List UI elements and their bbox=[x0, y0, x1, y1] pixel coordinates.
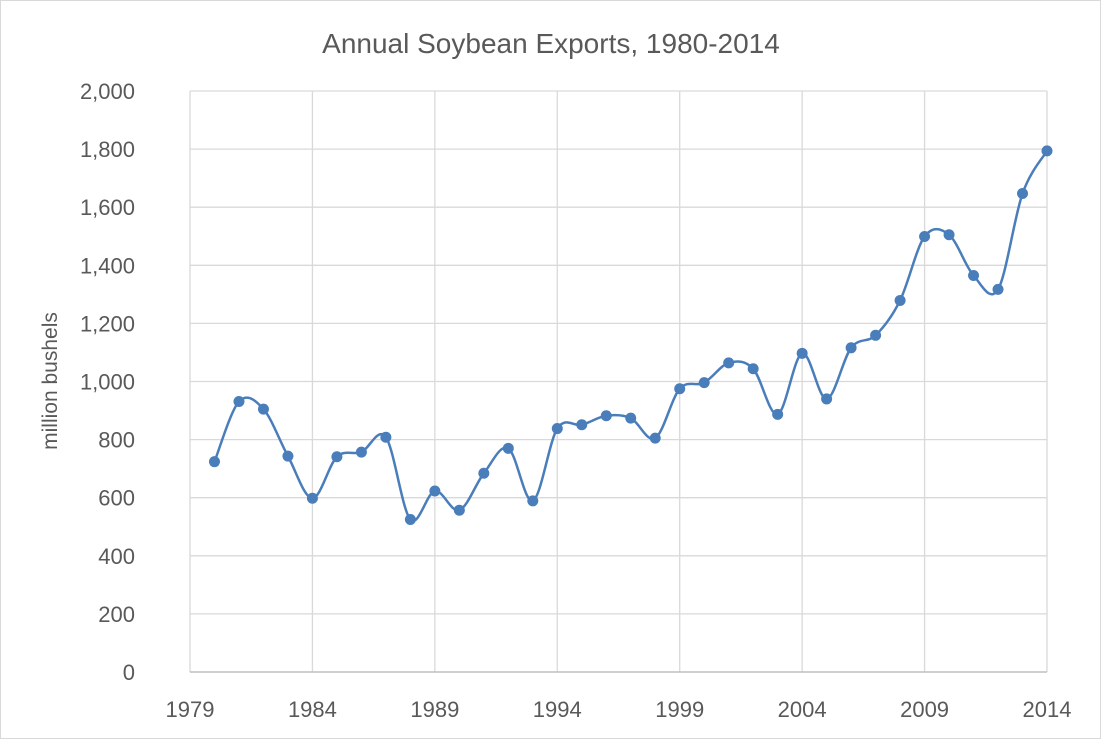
x-tick-label: 1984 bbox=[288, 697, 337, 722]
data-point bbox=[453, 504, 465, 516]
data-point bbox=[208, 456, 220, 468]
y-axis-ticks: 0 200 400 600 800 1,000 1,200 1,400 1,600 1,800 2,… bbox=[80, 79, 135, 685]
data-point bbox=[380, 431, 392, 443]
data-point bbox=[649, 432, 661, 444]
x-axis-ticks: 1979 1984 1989 1994 1999 2004 2009 2014 bbox=[166, 697, 1072, 722]
data-point bbox=[625, 412, 637, 424]
data-point bbox=[674, 383, 686, 395]
y-tick-label: 200 bbox=[98, 602, 135, 627]
data-point bbox=[1041, 145, 1053, 157]
y-axis-title: million bushels bbox=[39, 312, 62, 450]
data-point bbox=[968, 269, 980, 281]
data-point bbox=[943, 229, 955, 241]
grid-lines bbox=[189, 90, 1048, 672]
x-tick-label: 1989 bbox=[410, 697, 459, 722]
y-tick-label: 0 bbox=[123, 660, 135, 685]
data-point bbox=[478, 467, 490, 479]
y-tick-label: 2,000 bbox=[80, 79, 135, 104]
y-tick-label: 800 bbox=[98, 428, 135, 453]
data-point bbox=[772, 408, 784, 420]
chart-title: Annual Soybean Exports, 1980-2014 bbox=[322, 28, 780, 59]
data-point bbox=[576, 419, 588, 431]
data-point bbox=[502, 442, 514, 454]
y-tick-label: 1,400 bbox=[80, 253, 135, 278]
x-tick-label: 1999 bbox=[655, 697, 704, 722]
data-point bbox=[821, 393, 833, 405]
data-point bbox=[723, 357, 735, 369]
y-tick-label: 1,800 bbox=[80, 137, 135, 162]
data-point bbox=[796, 347, 808, 359]
x-tick-label: 2009 bbox=[900, 697, 949, 722]
data-point bbox=[747, 363, 759, 375]
y-tick-label: 600 bbox=[98, 486, 135, 511]
data-point bbox=[429, 485, 441, 497]
data-point bbox=[551, 423, 563, 435]
series-line bbox=[213, 150, 1049, 523]
data-point bbox=[870, 329, 882, 341]
data-point bbox=[257, 403, 269, 415]
series-exports bbox=[208, 145, 1053, 525]
data-point bbox=[527, 495, 539, 507]
data-point bbox=[355, 446, 367, 458]
data-point bbox=[894, 294, 906, 306]
data-point bbox=[845, 342, 857, 354]
y-tick-label: 1,000 bbox=[80, 370, 135, 395]
data-point bbox=[331, 451, 343, 463]
data-point bbox=[698, 377, 710, 389]
data-point bbox=[919, 231, 931, 243]
y-tick-label: 400 bbox=[98, 544, 135, 569]
x-tick-label: 2014 bbox=[1023, 697, 1072, 722]
y-tick-label: 1,600 bbox=[80, 195, 135, 220]
data-point bbox=[1017, 188, 1029, 200]
data-point bbox=[233, 396, 245, 408]
x-tick-label: 1979 bbox=[166, 697, 215, 722]
data-point bbox=[306, 492, 318, 504]
y-tick-label: 1,200 bbox=[80, 311, 135, 336]
data-point bbox=[600, 410, 612, 422]
data-point bbox=[404, 513, 416, 525]
data-point bbox=[992, 283, 1004, 295]
data-point bbox=[282, 450, 294, 462]
x-tick-label: 2004 bbox=[778, 697, 827, 722]
x-tick-label: 1994 bbox=[533, 697, 582, 722]
